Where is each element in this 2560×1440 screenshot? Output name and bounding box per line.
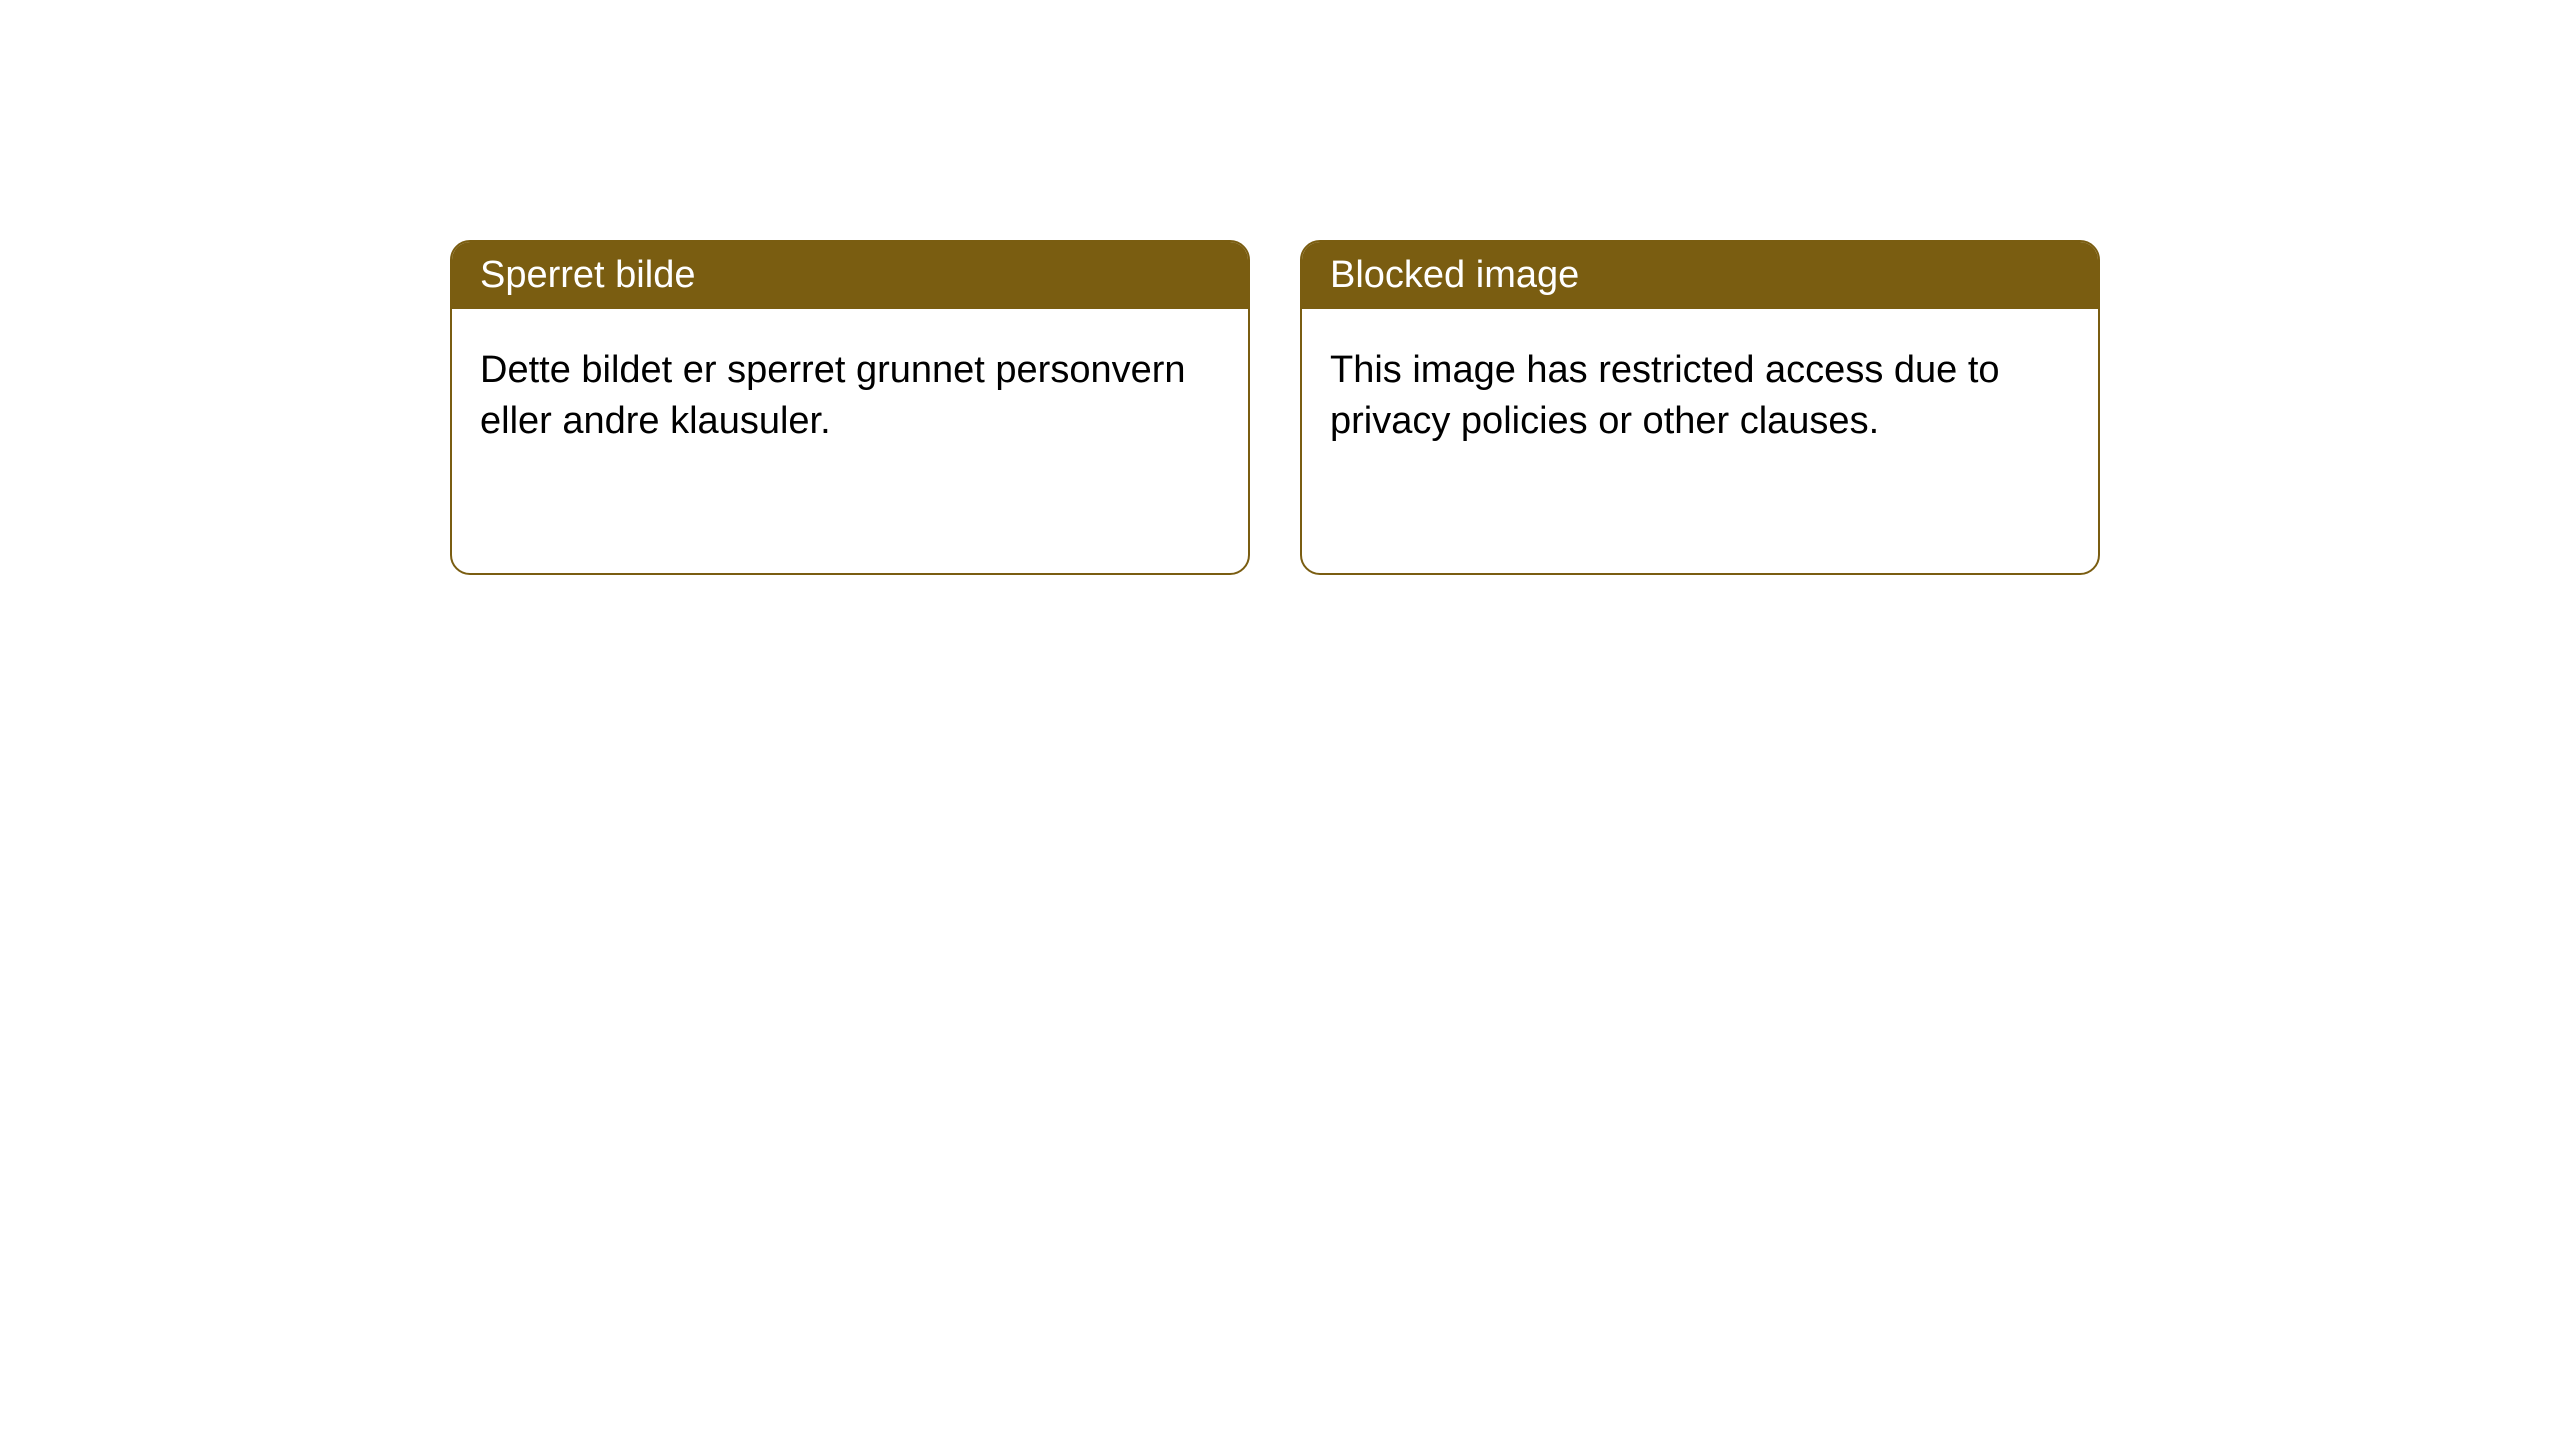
- card-body: Dette bildet er sperret grunnet personve…: [452, 309, 1248, 484]
- card-body-text: Dette bildet er sperret grunnet personve…: [480, 349, 1186, 442]
- card-title: Blocked image: [1330, 254, 1579, 296]
- card-header: Sperret bilde: [452, 242, 1248, 309]
- card-norwegian: Sperret bilde Dette bildet er sperret gr…: [450, 240, 1250, 575]
- card-body-text: This image has restricted access due to …: [1330, 349, 2000, 442]
- card-header: Blocked image: [1302, 242, 2098, 309]
- card-english: Blocked image This image has restricted …: [1300, 240, 2100, 575]
- card-title: Sperret bilde: [480, 254, 695, 296]
- cards-container: Sperret bilde Dette bildet er sperret gr…: [0, 0, 2560, 575]
- card-body: This image has restricted access due to …: [1302, 309, 2098, 484]
